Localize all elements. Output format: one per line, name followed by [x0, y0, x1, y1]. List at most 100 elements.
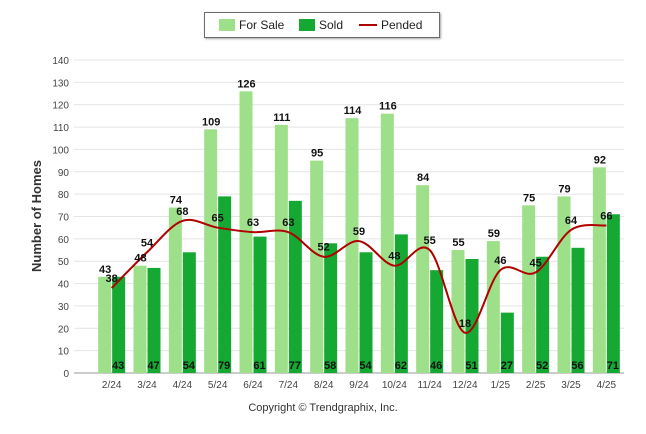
y-tick-label: 70 — [58, 213, 70, 224]
sold-value-label: 47 — [147, 360, 159, 372]
y-tick-label: 100 — [52, 145, 69, 156]
bar-sold — [606, 214, 620, 373]
x-tick-label: 11/24 — [418, 380, 443, 391]
for-sale-value-label: 74 — [170, 195, 183, 207]
sold-value-label: 58 — [324, 360, 336, 372]
for-sale-value-label: 75 — [523, 192, 535, 204]
for-sale-swatch — [219, 19, 235, 31]
pended-value-label: 38 — [106, 273, 118, 285]
legend-label-pended: Pended — [381, 18, 423, 32]
pended-value-label: 64 — [565, 215, 578, 227]
for-sale-value-label: 95 — [311, 148, 323, 160]
bar-sold — [253, 236, 267, 373]
x-tick-label: 6/24 — [243, 380, 263, 391]
pended-value-label: 52 — [318, 242, 330, 254]
bar-for-sale — [416, 185, 430, 373]
for-sale-value-label: 55 — [452, 237, 464, 249]
bar-for-sale — [133, 265, 147, 373]
y-tick-label: 120 — [52, 101, 69, 112]
pended-value-label: 59 — [353, 226, 365, 238]
y-tick-label: 20 — [58, 324, 70, 335]
sold-value-label: 52 — [536, 360, 548, 372]
bar-sold — [430, 270, 444, 373]
sold-value-label: 43 — [112, 360, 124, 372]
bar-sold — [112, 276, 126, 373]
pended-value-label: 63 — [247, 217, 259, 229]
y-tick-label: 30 — [58, 302, 70, 313]
x-tick-label: 2/24 — [102, 380, 122, 391]
for-sale-value-label: 109 — [202, 116, 220, 128]
for-sale-value-label: 79 — [558, 183, 570, 195]
bar-sold — [571, 247, 585, 373]
sold-swatch — [299, 19, 315, 31]
for-sale-value-label: 59 — [488, 228, 500, 240]
bar-for-sale — [204, 129, 218, 373]
x-tick-label: 10/24 — [382, 380, 407, 391]
bar-sold — [465, 258, 479, 373]
sold-value-label: 62 — [395, 360, 407, 372]
bar-sold — [359, 252, 373, 373]
for-sale-value-label: 84 — [417, 172, 430, 184]
legend-item-pended[interactable]: Pended — [359, 18, 422, 32]
y-tick-label: 40 — [58, 280, 70, 291]
y-tick-label: 90 — [58, 168, 70, 179]
bar-sold — [536, 256, 550, 373]
sold-value-label: 46 — [430, 360, 442, 372]
sold-value-label: 27 — [501, 360, 513, 372]
for-sale-value-label: 126 — [237, 78, 255, 90]
x-tick-label: 3/24 — [137, 380, 157, 391]
y-tick-label: 50 — [58, 257, 70, 268]
bar-for-sale — [345, 118, 359, 373]
legend-label-for-sale: For Sale — [239, 18, 285, 32]
sold-value-label: 79 — [218, 360, 230, 372]
pended-swatch — [359, 24, 377, 26]
bar-sold — [394, 234, 408, 373]
bar-for-sale — [451, 250, 465, 373]
y-tick-label: 0 — [63, 369, 69, 380]
copyright-text: Copyright © Trendgraphix, Inc. — [248, 402, 398, 414]
sold-value-label: 56 — [571, 360, 583, 372]
y-tick-label: 10 — [58, 347, 70, 358]
bar-for-sale — [98, 276, 112, 373]
pended-series-line — [110, 219, 607, 334]
pended-value-label: 18 — [459, 318, 471, 330]
bar-for-sale — [380, 113, 394, 374]
x-tick-label: 7/24 — [279, 380, 299, 391]
y-tick-label: 60 — [58, 235, 70, 246]
pended-value-label: 63 — [282, 217, 294, 229]
legend: For Sale Sold Pended — [204, 12, 440, 38]
sold-value-label: 77 — [289, 360, 301, 372]
sold-value-label: 51 — [465, 360, 477, 372]
bar-sold — [147, 267, 161, 373]
y-tick-label: 130 — [52, 78, 69, 89]
x-tick-label: 4/25 — [597, 380, 617, 391]
for-sale-value-label: 114 — [344, 105, 363, 117]
x-tick-labels: 2/24 3/24 4/24 5/24 6/24 7/24 8/24 9/24 10/24 11/… — [102, 380, 617, 391]
bar-sold — [182, 252, 196, 373]
bar-for-sale — [310, 160, 324, 373]
bar-sold — [500, 312, 514, 373]
bar-for-sale — [168, 207, 182, 373]
legend-item-sold[interactable]: Sold — [299, 18, 343, 32]
bar-for-sale — [522, 205, 536, 373]
y-axis-label: Number of Homes — [29, 160, 44, 272]
for-sale-value-label: 111 — [273, 112, 290, 124]
sold-value-label: 54 — [359, 360, 372, 372]
for-sale-value-label: 116 — [379, 101, 397, 113]
x-tick-label: 9/24 — [349, 380, 369, 391]
bar-sold — [324, 243, 338, 373]
pended-value-label: 66 — [600, 210, 612, 222]
bar-for-sale — [592, 167, 606, 373]
pended-value-label: 45 — [530, 257, 542, 269]
legend-item-for-sale[interactable]: For Sale — [219, 18, 284, 32]
sold-value-label: 54 — [183, 360, 196, 372]
bar-sold — [288, 200, 302, 373]
y-tick-label: 110 — [53, 123, 69, 134]
sold-value-label: 61 — [253, 360, 265, 372]
pended-value-label: 55 — [424, 235, 436, 247]
x-tick-label: 1/25 — [491, 380, 511, 391]
pended-value-label: 54 — [141, 237, 154, 249]
sold-value-label: 71 — [607, 360, 619, 372]
x-tick-label: 5/24 — [208, 380, 228, 391]
for-sale-value-label: 43 — [99, 264, 111, 276]
